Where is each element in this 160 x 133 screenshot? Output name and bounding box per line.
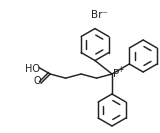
Text: +: + [117, 65, 123, 74]
Text: O: O [33, 76, 41, 86]
Text: Br⁻: Br⁻ [92, 10, 108, 20]
Text: P: P [113, 69, 119, 79]
Text: HO: HO [25, 65, 40, 74]
